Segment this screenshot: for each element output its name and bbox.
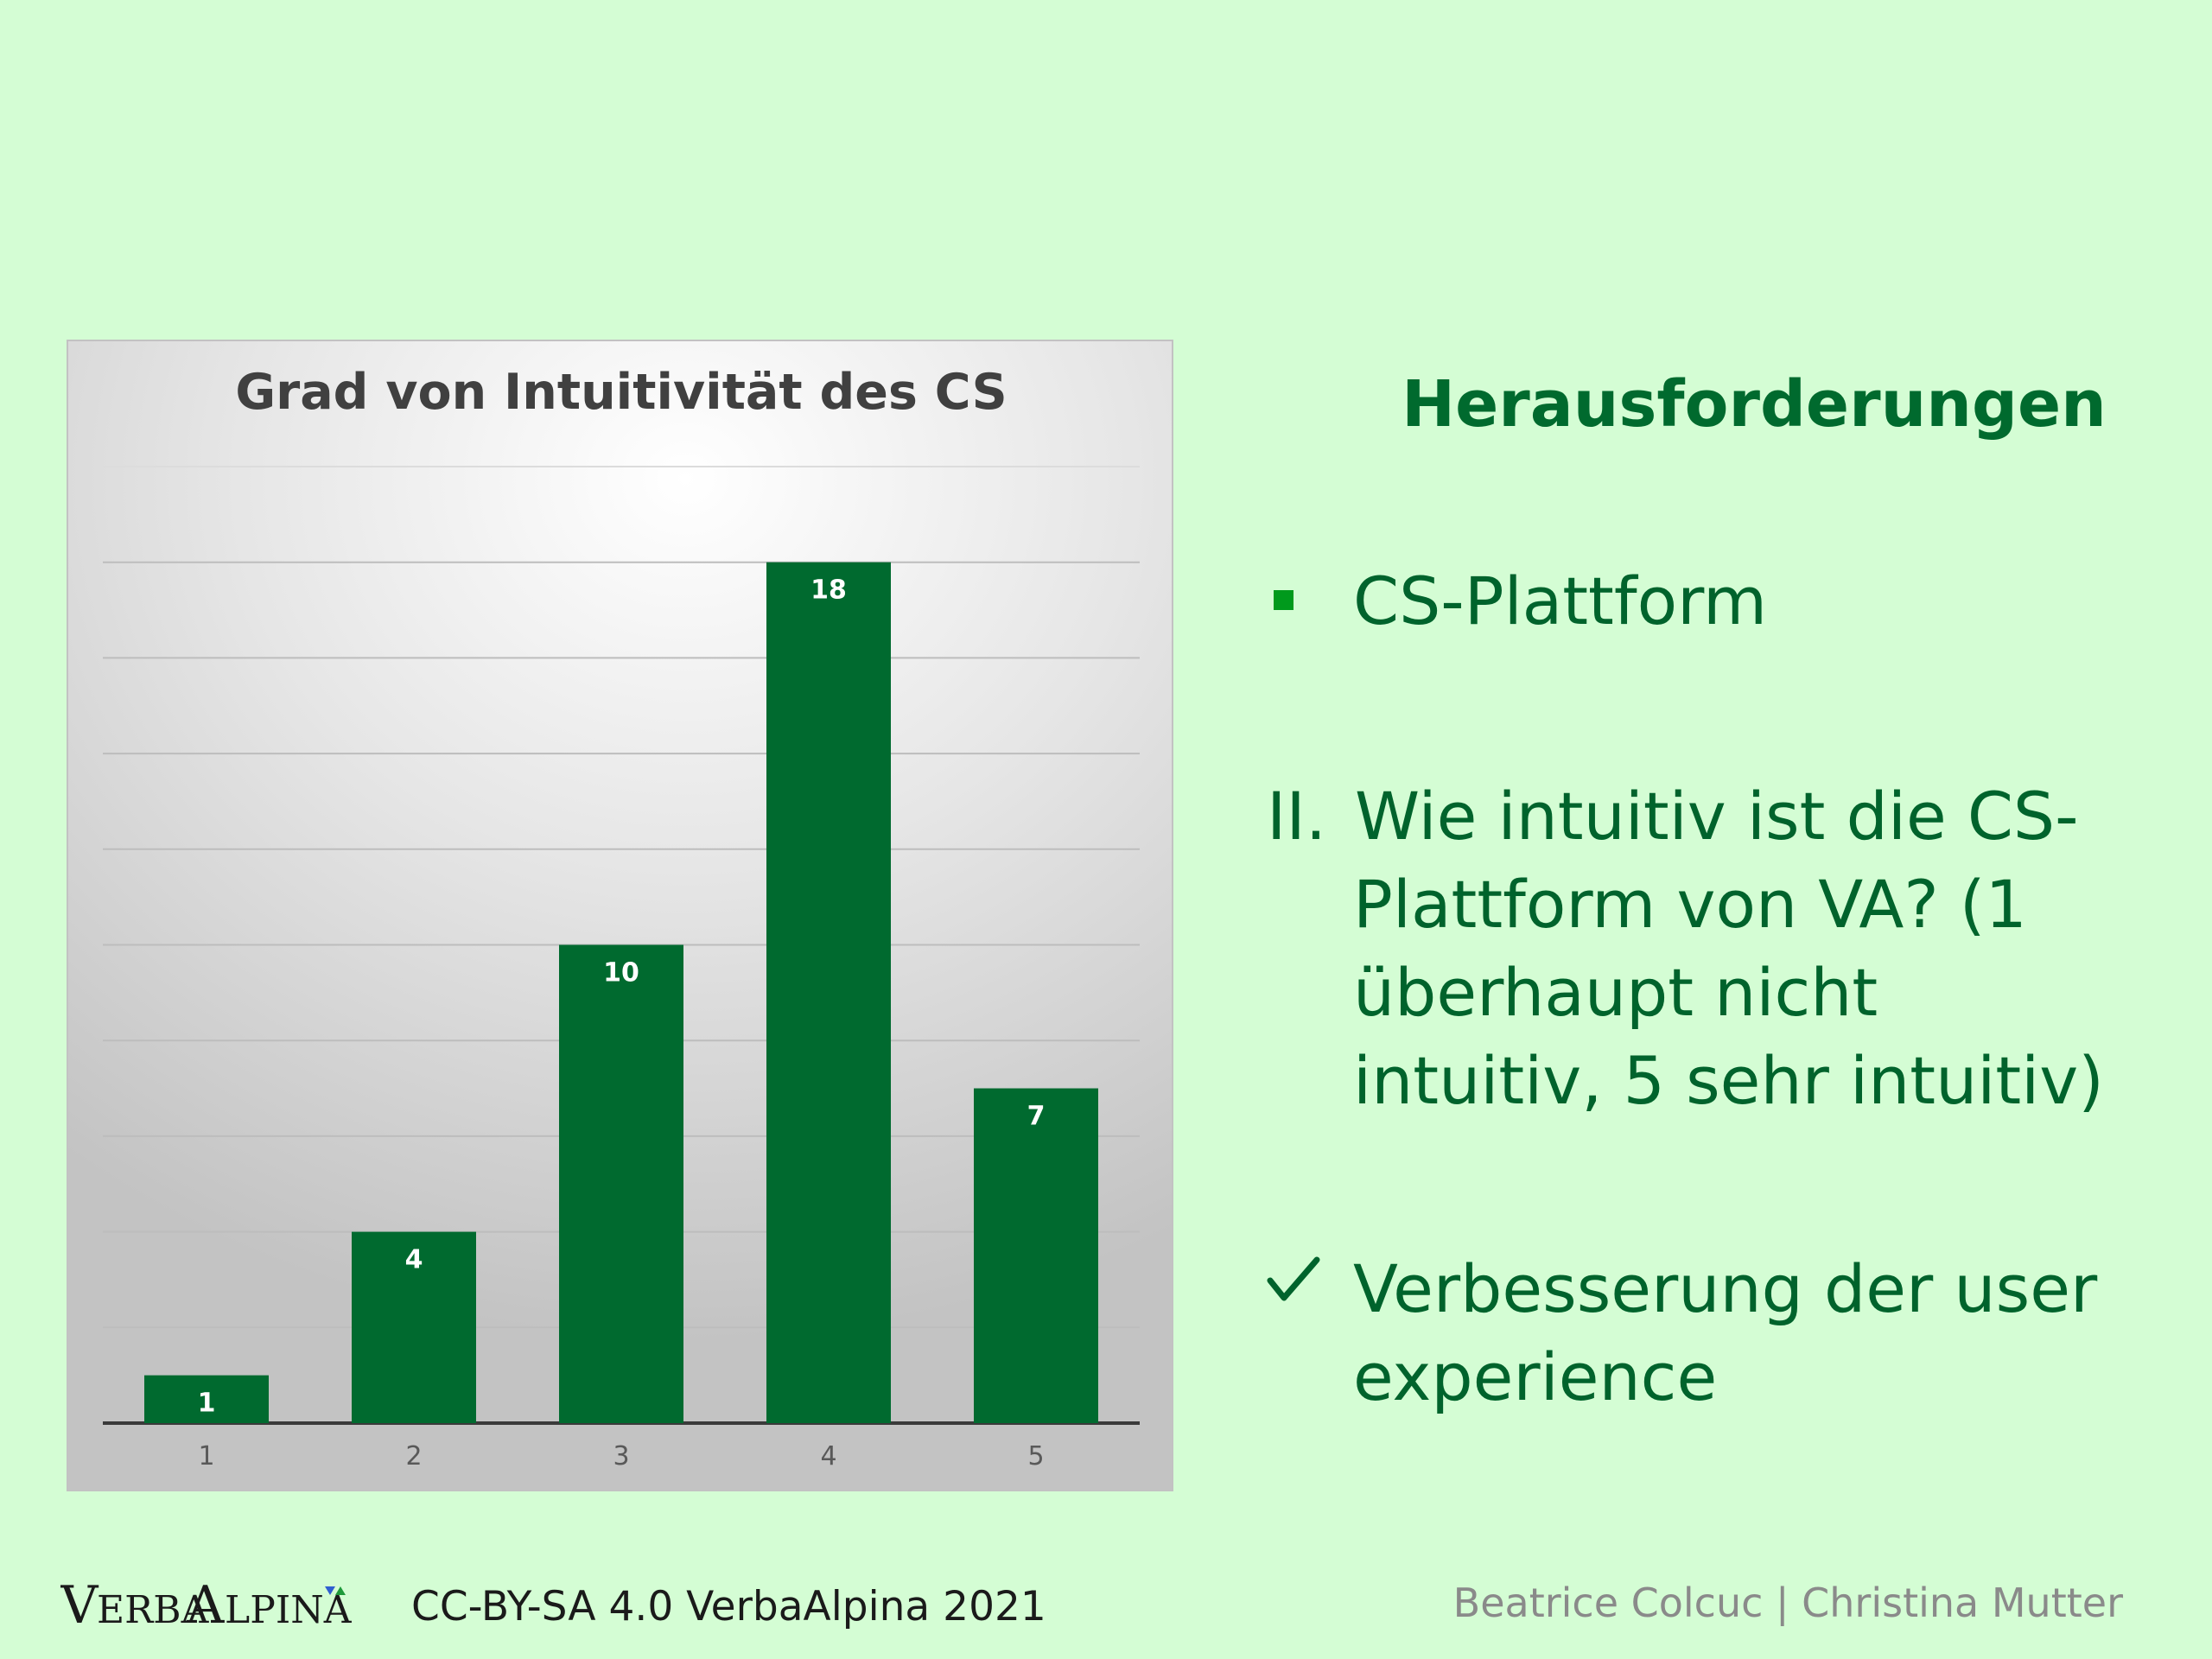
verbaalpina-logo: V ERBA A LPINA bbox=[60, 1575, 353, 1631]
slide-heading: Herausforderungen bbox=[1402, 367, 2107, 442]
bar bbox=[559, 944, 683, 1423]
x-tick-label: 4 bbox=[820, 1441, 836, 1471]
bar bbox=[352, 1231, 476, 1423]
item-user-experience-line: Verbesserung der user bbox=[1353, 1250, 2098, 1327]
svg-text:A: A bbox=[186, 1575, 225, 1631]
question-line: überhaupt nicht bbox=[1353, 954, 1878, 1031]
item-user-experience-line: experience bbox=[1353, 1338, 1718, 1415]
bar-chart: Grad von Intuitivität des CS 1 1 4 2 10 3 18 4 7… bbox=[103, 364, 1140, 1471]
chart-title: Grad von Intuitivität des CS bbox=[235, 364, 1007, 421]
data-label: 10 bbox=[603, 958, 639, 988]
square-bullet-icon bbox=[1274, 590, 1294, 610]
bar bbox=[766, 562, 891, 1423]
data-label: 18 bbox=[810, 575, 847, 606]
data-label: 4 bbox=[405, 1245, 423, 1275]
bar bbox=[144, 1375, 269, 1423]
item-cs-plattform: CS-Plattform bbox=[1353, 563, 1768, 639]
question-line: Plattform von VA? (1 bbox=[1353, 866, 2027, 943]
authors-text: Beatrice Colcuc | Christina Mutter bbox=[1452, 1580, 2123, 1626]
x-tick-label: 1 bbox=[198, 1441, 214, 1471]
x-tick-label: 5 bbox=[1027, 1441, 1044, 1471]
x-tick-label: 3 bbox=[613, 1441, 629, 1471]
data-label: 7 bbox=[1027, 1102, 1046, 1132]
license-text: CC-BY-SA 4.0 VerbaAlpina 2021 bbox=[411, 1583, 1046, 1630]
question-line: intuitiv, 5 sehr intuitiv) bbox=[1353, 1042, 2104, 1119]
chart-panel: Grad von Intuitivität des CS 1 1 4 2 10 3 18 4 7… bbox=[67, 340, 1173, 1491]
data-label: 1 bbox=[198, 1389, 216, 1419]
svg-text:V: V bbox=[60, 1575, 99, 1631]
check-icon bbox=[1267, 1256, 1320, 1301]
question-line: Wie intuitiv ist die CS- bbox=[1355, 778, 2079, 855]
svg-text:ERBA: ERBA bbox=[97, 1588, 210, 1631]
x-tick-label: 2 bbox=[405, 1441, 422, 1471]
svg-text:LPINA: LPINA bbox=[225, 1588, 353, 1631]
bar bbox=[974, 1088, 1098, 1423]
question-number: II. bbox=[1267, 778, 1326, 855]
